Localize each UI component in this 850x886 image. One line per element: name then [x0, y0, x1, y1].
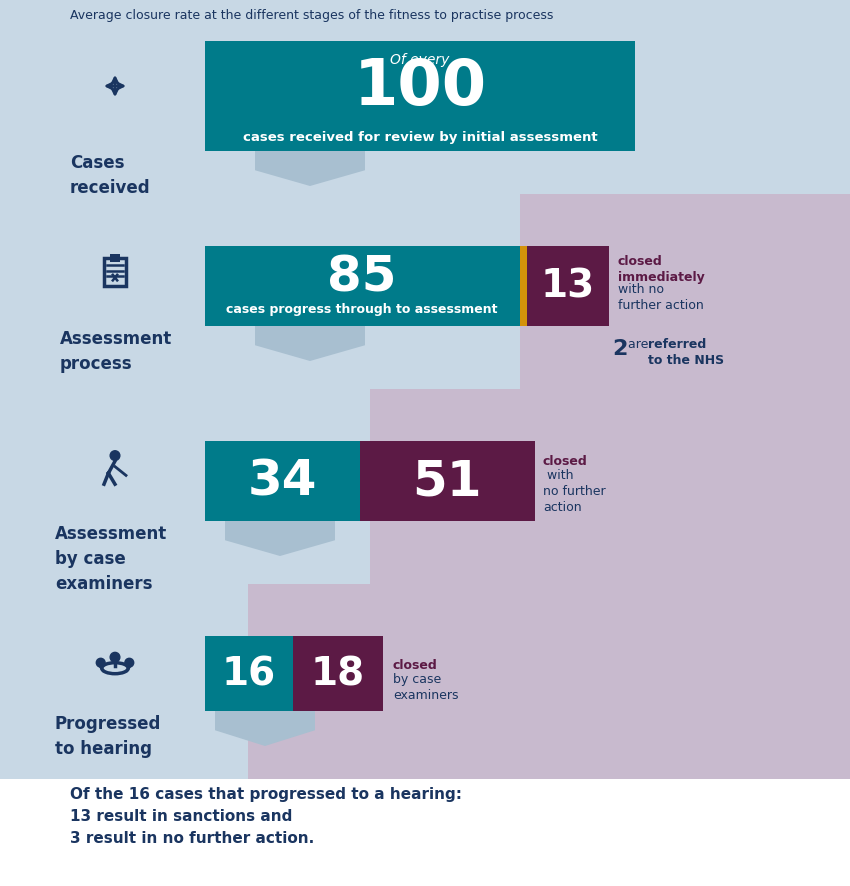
Text: 51: 51: [412, 457, 482, 505]
Circle shape: [110, 451, 120, 461]
Text: 13 result in sanctions and: 13 result in sanctions and: [70, 808, 292, 823]
Polygon shape: [225, 522, 335, 556]
Polygon shape: [215, 711, 315, 746]
Bar: [527, 246, 609, 327]
Text: 2: 2: [612, 338, 627, 359]
Text: by case
examiners: by case examiners: [393, 672, 458, 701]
Bar: [520, 195, 850, 390]
Circle shape: [96, 658, 105, 667]
Bar: [0, 0, 850, 195]
Bar: [0, 585, 850, 779]
Bar: [248, 585, 850, 779]
Text: 16: 16: [222, 656, 276, 693]
Bar: [370, 390, 850, 585]
Circle shape: [125, 658, 133, 667]
Circle shape: [110, 653, 120, 663]
Text: 85: 85: [327, 253, 397, 300]
Bar: [360, 441, 535, 522]
Text: Of the 16 cases that progressed to a hearing:: Of the 16 cases that progressed to a hea…: [70, 786, 462, 801]
Text: Average closure rate at the different stages of the fitness to practise process: Average closure rate at the different st…: [70, 9, 553, 22]
Text: 18: 18: [311, 656, 365, 693]
Text: cases progress through to assessment: cases progress through to assessment: [226, 302, 498, 315]
Text: 100: 100: [354, 56, 486, 118]
Text: Assessment
by case
examiners: Assessment by case examiners: [55, 525, 167, 593]
Text: closed
immediately: closed immediately: [618, 254, 705, 284]
Text: 34: 34: [247, 457, 317, 505]
Text: cases received for review by initial assessment: cases received for review by initial ass…: [243, 130, 598, 144]
Bar: [205, 441, 360, 522]
Bar: [0, 195, 850, 390]
Polygon shape: [255, 327, 365, 361]
Bar: [205, 246, 520, 327]
Text: are: are: [628, 338, 652, 351]
Bar: [0, 779, 850, 886]
Text: Cases
received: Cases received: [70, 154, 150, 197]
Bar: [205, 636, 293, 711]
Text: 13: 13: [541, 268, 595, 306]
Bar: [520, 246, 527, 327]
Text: closed: closed: [543, 455, 587, 468]
Text: closed: closed: [393, 658, 438, 672]
Text: with no
further action: with no further action: [618, 283, 704, 312]
Text: Progressed
to hearing: Progressed to hearing: [55, 714, 162, 758]
Text: Of every: Of every: [390, 53, 450, 67]
Bar: [293, 636, 383, 711]
Bar: [0, 390, 850, 585]
Text: Assessment
process: Assessment process: [60, 330, 173, 373]
Text: with
no further
action: with no further action: [543, 469, 605, 513]
Bar: [110, 254, 120, 263]
Text: 3 result in no further action.: 3 result in no further action.: [70, 830, 314, 845]
Polygon shape: [255, 152, 365, 187]
Text: referred
to the NHS: referred to the NHS: [648, 338, 724, 367]
Bar: [104, 259, 126, 287]
Bar: [205, 42, 635, 152]
